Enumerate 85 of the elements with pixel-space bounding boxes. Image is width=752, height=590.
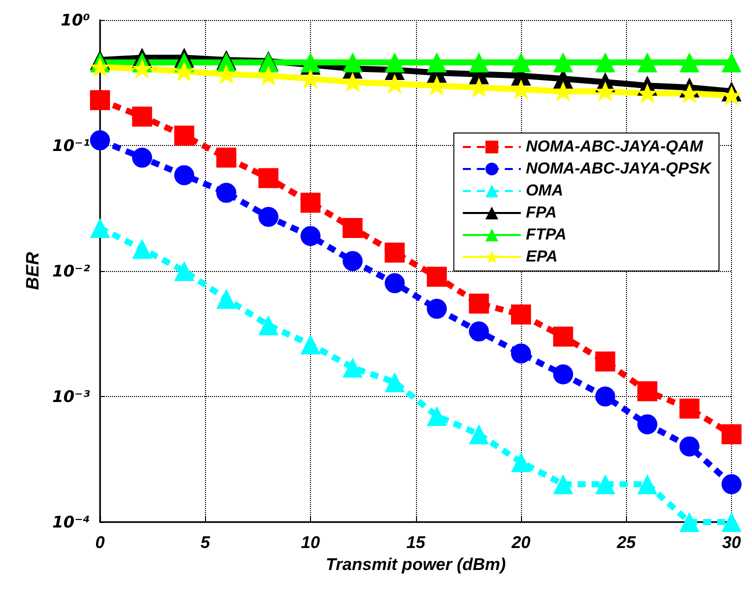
x-axis-title: Transmit power (dBm) [326,555,506,574]
point [384,372,405,392]
point [258,168,278,188]
point [174,126,194,146]
point [216,182,236,203]
point [384,273,405,294]
point [511,304,532,325]
point [384,242,405,263]
point [553,364,574,384]
point [468,294,489,314]
point [258,315,278,336]
point [300,192,321,213]
y-tick-label: 10⁻¹ [52,136,90,155]
x-tick-label: 10 [301,533,321,552]
point [595,81,616,102]
point [511,52,532,72]
point [722,424,742,444]
point [216,288,236,309]
point [342,358,363,378]
point [90,130,110,150]
point [426,52,447,72]
point [595,352,616,372]
y-tick-label: 10⁻² [52,262,90,280]
point [426,406,447,426]
point [174,165,194,186]
point [553,81,574,102]
point [637,52,658,72]
point [90,90,110,110]
point [679,52,700,72]
point [595,52,616,72]
point [679,436,700,456]
y-axis-title: BER [22,252,42,290]
point [595,474,616,494]
x-tick-label: 5 [200,533,211,552]
point [553,326,574,347]
legend-label: NOMA-ABC-JAYA-QPSK [526,160,712,178]
point [468,321,489,342]
point [468,52,489,72]
point [174,61,194,82]
point [637,381,658,402]
point [679,512,700,532]
point [637,474,658,494]
point [132,106,152,127]
x-tick-label: 25 [616,533,636,552]
point [426,298,447,319]
x-tick-label: 20 [510,533,532,552]
legend-label: FPA [526,204,557,222]
point [342,52,363,72]
legend-label: NOMA-ABC-JAYA-QAM [526,138,704,156]
point [553,474,574,494]
point [132,148,152,168]
x-tick-label: 30 [722,533,742,552]
point [722,512,742,532]
legend-label: OMA [526,182,564,200]
legend-label: FTPA [526,226,566,244]
point [722,474,742,494]
y-tick-label: 10⁰ [60,10,90,30]
point [595,386,616,406]
point [216,148,236,168]
point [90,218,110,238]
y-tick-label: 10⁻⁴ [52,512,90,532]
point [132,58,152,79]
point [300,334,321,354]
point [342,251,363,272]
point [174,261,194,281]
point [300,226,321,246]
legend-label: EPA [526,248,558,266]
point [384,52,405,72]
point [637,83,658,104]
x-tick-label: 0 [95,533,106,552]
point [553,52,574,72]
point [426,266,447,287]
y-tick-label: 10⁻³ [52,387,90,406]
point [679,398,700,419]
point [722,52,742,72]
point [468,424,489,444]
point [258,206,278,227]
point [637,414,658,434]
point [90,57,110,78]
point [216,64,236,84]
point [342,218,363,238]
point [132,238,152,259]
point [511,344,532,364]
x-tick-label: 15 [406,533,426,552]
point [511,452,532,472]
